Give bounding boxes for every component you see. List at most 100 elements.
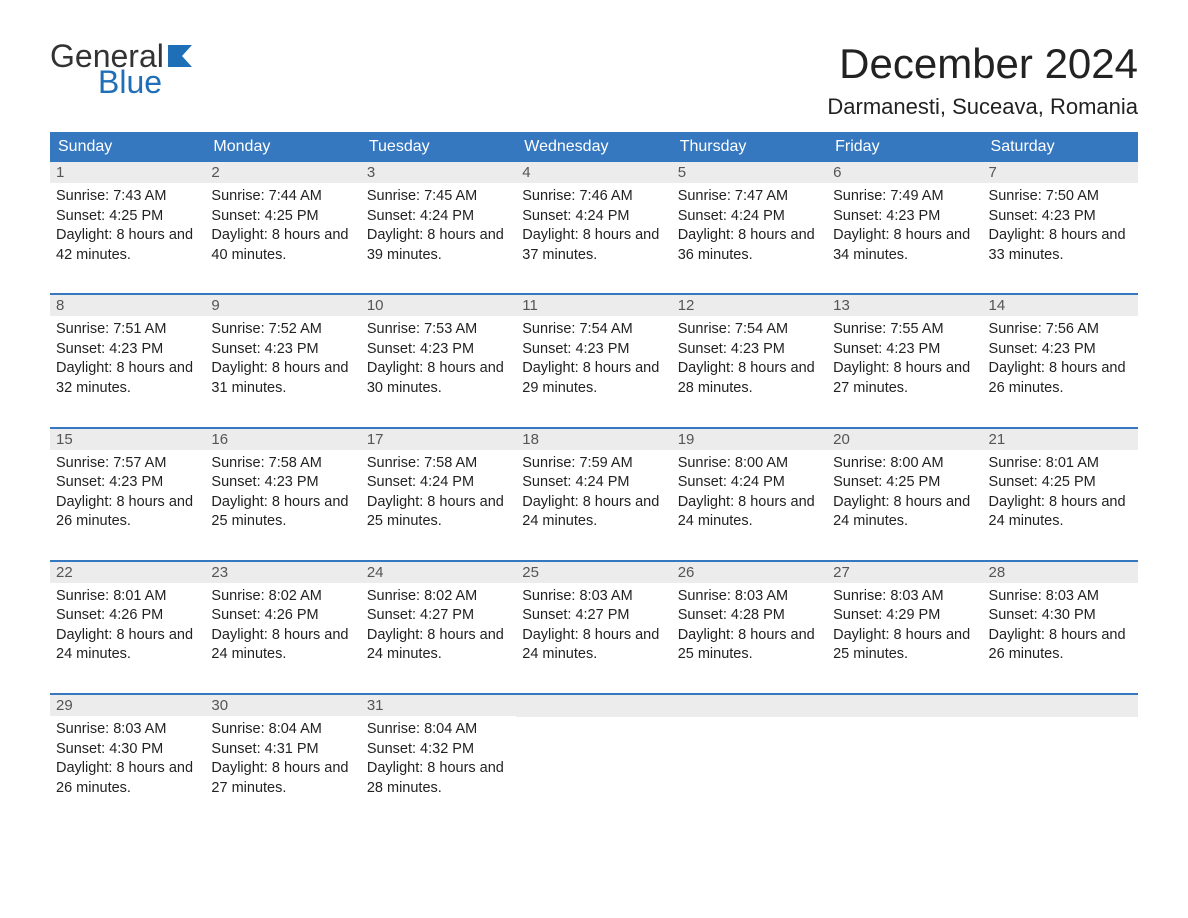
sunset-line: Sunset: 4:24 PM	[522, 473, 665, 493]
daylight-line: Daylight: 8 hours and 29 minutes.	[522, 359, 665, 398]
sunset-line: Sunset: 4:24 PM	[522, 207, 665, 227]
daylight-line: Daylight: 8 hours and 27 minutes.	[211, 759, 354, 798]
day-content: Sunrise: 8:03 AMSunset: 4:30 PMDaylight:…	[50, 716, 205, 806]
weekday-header: Saturday	[983, 132, 1138, 162]
weekday-header: Sunday	[50, 132, 205, 162]
day-number: 11	[516, 295, 671, 316]
sunset-line: Sunset: 4:32 PM	[367, 740, 510, 760]
day-number: 9	[205, 295, 360, 316]
sunset-line: Sunset: 4:25 PM	[989, 473, 1132, 493]
page-title: December 2024	[827, 40, 1138, 88]
day-cell: 11Sunrise: 7:54 AMSunset: 4:23 PMDayligh…	[516, 295, 671, 406]
day-cell: 18Sunrise: 7:59 AMSunset: 4:24 PMDayligh…	[516, 429, 671, 540]
day-cell: 22Sunrise: 8:01 AMSunset: 4:26 PMDayligh…	[50, 562, 205, 673]
day-cell: 27Sunrise: 8:03 AMSunset: 4:29 PMDayligh…	[827, 562, 982, 673]
day-number: 3	[361, 162, 516, 183]
sunset-line: Sunset: 4:27 PM	[522, 606, 665, 626]
daylight-line: Daylight: 8 hours and 25 minutes.	[833, 626, 976, 665]
day-cell: 15Sunrise: 7:57 AMSunset: 4:23 PMDayligh…	[50, 429, 205, 540]
day-cell: 3Sunrise: 7:45 AMSunset: 4:24 PMDaylight…	[361, 162, 516, 273]
day-cell	[983, 695, 1138, 806]
day-number: 30	[205, 695, 360, 716]
day-content: Sunrise: 8:03 AMSunset: 4:27 PMDaylight:…	[516, 583, 671, 673]
daylight-line: Daylight: 8 hours and 26 minutes.	[56, 759, 199, 798]
sunset-line: Sunset: 4:25 PM	[833, 473, 976, 493]
day-number: 2	[205, 162, 360, 183]
sunset-line: Sunset: 4:27 PM	[367, 606, 510, 626]
day-cell: 19Sunrise: 8:00 AMSunset: 4:24 PMDayligh…	[672, 429, 827, 540]
day-content: Sunrise: 7:44 AMSunset: 4:25 PMDaylight:…	[205, 183, 360, 273]
sunrise-line: Sunrise: 8:02 AM	[211, 587, 354, 607]
weekday-header: Thursday	[672, 132, 827, 162]
sunrise-line: Sunrise: 7:47 AM	[678, 187, 821, 207]
daylight-line: Daylight: 8 hours and 37 minutes.	[522, 226, 665, 265]
sunset-line: Sunset: 4:31 PM	[211, 740, 354, 760]
daylight-line: Daylight: 8 hours and 28 minutes.	[678, 359, 821, 398]
sunset-line: Sunset: 4:23 PM	[56, 340, 199, 360]
day-content: Sunrise: 8:00 AMSunset: 4:25 PMDaylight:…	[827, 450, 982, 540]
sunrise-line: Sunrise: 7:54 AM	[522, 320, 665, 340]
day-number: 25	[516, 562, 671, 583]
day-number: 29	[50, 695, 205, 716]
daylight-line: Daylight: 8 hours and 42 minutes.	[56, 226, 199, 265]
sunrise-line: Sunrise: 7:45 AM	[367, 187, 510, 207]
daylight-line: Daylight: 8 hours and 25 minutes.	[211, 493, 354, 532]
day-content: Sunrise: 8:04 AMSunset: 4:32 PMDaylight:…	[361, 716, 516, 806]
weeks-container: 1Sunrise: 7:43 AMSunset: 4:25 PMDaylight…	[50, 162, 1138, 806]
sunset-line: Sunset: 4:23 PM	[367, 340, 510, 360]
day-number: 7	[983, 162, 1138, 183]
sunrise-line: Sunrise: 8:03 AM	[989, 587, 1132, 607]
day-content: Sunrise: 7:52 AMSunset: 4:23 PMDaylight:…	[205, 316, 360, 406]
daylight-line: Daylight: 8 hours and 34 minutes.	[833, 226, 976, 265]
day-cell: 4Sunrise: 7:46 AMSunset: 4:24 PMDaylight…	[516, 162, 671, 273]
sunset-line: Sunset: 4:23 PM	[211, 473, 354, 493]
sunrise-line: Sunrise: 8:04 AM	[367, 720, 510, 740]
day-number: 6	[827, 162, 982, 183]
daylight-line: Daylight: 8 hours and 24 minutes.	[678, 493, 821, 532]
sunset-line: Sunset: 4:23 PM	[989, 340, 1132, 360]
day-cell: 13Sunrise: 7:55 AMSunset: 4:23 PMDayligh…	[827, 295, 982, 406]
day-content: Sunrise: 7:50 AMSunset: 4:23 PMDaylight:…	[983, 183, 1138, 273]
weekday-header: Wednesday	[516, 132, 671, 162]
day-content: Sunrise: 8:01 AMSunset: 4:25 PMDaylight:…	[983, 450, 1138, 540]
sunrise-line: Sunrise: 8:03 AM	[678, 587, 821, 607]
day-content: Sunrise: 7:49 AMSunset: 4:23 PMDaylight:…	[827, 183, 982, 273]
sunrise-line: Sunrise: 7:53 AM	[367, 320, 510, 340]
day-cell: 10Sunrise: 7:53 AMSunset: 4:23 PMDayligh…	[361, 295, 516, 406]
day-cell: 1Sunrise: 7:43 AMSunset: 4:25 PMDaylight…	[50, 162, 205, 273]
day-cell: 20Sunrise: 8:00 AMSunset: 4:25 PMDayligh…	[827, 429, 982, 540]
day-number: 14	[983, 295, 1138, 316]
day-number: 21	[983, 429, 1138, 450]
daylight-line: Daylight: 8 hours and 24 minutes.	[989, 493, 1132, 532]
logo: General Blue	[50, 40, 204, 98]
daylight-line: Daylight: 8 hours and 26 minutes.	[989, 626, 1132, 665]
day-content: Sunrise: 8:02 AMSunset: 4:27 PMDaylight:…	[361, 583, 516, 673]
week-row: 29Sunrise: 8:03 AMSunset: 4:30 PMDayligh…	[50, 693, 1138, 806]
day-cell: 9Sunrise: 7:52 AMSunset: 4:23 PMDaylight…	[205, 295, 360, 406]
day-cell	[516, 695, 671, 806]
daylight-line: Daylight: 8 hours and 24 minutes.	[522, 493, 665, 532]
sunset-line: Sunset: 4:24 PM	[678, 473, 821, 493]
day-number: 26	[672, 562, 827, 583]
day-number: 10	[361, 295, 516, 316]
day-content: Sunrise: 8:03 AMSunset: 4:30 PMDaylight:…	[983, 583, 1138, 673]
day-content: Sunrise: 8:00 AMSunset: 4:24 PMDaylight:…	[672, 450, 827, 540]
day-content: Sunrise: 7:58 AMSunset: 4:23 PMDaylight:…	[205, 450, 360, 540]
day-number: 13	[827, 295, 982, 316]
day-content: Sunrise: 7:53 AMSunset: 4:23 PMDaylight:…	[361, 316, 516, 406]
sunset-line: Sunset: 4:23 PM	[833, 207, 976, 227]
sunset-line: Sunset: 4:29 PM	[833, 606, 976, 626]
day-cell: 28Sunrise: 8:03 AMSunset: 4:30 PMDayligh…	[983, 562, 1138, 673]
day-cell: 29Sunrise: 8:03 AMSunset: 4:30 PMDayligh…	[50, 695, 205, 806]
day-cell: 2Sunrise: 7:44 AMSunset: 4:25 PMDaylight…	[205, 162, 360, 273]
header: General Blue December 2024 Darmanesti, S…	[50, 40, 1138, 120]
daylight-line: Daylight: 8 hours and 26 minutes.	[989, 359, 1132, 398]
sunset-line: Sunset: 4:23 PM	[989, 207, 1132, 227]
day-cell: 31Sunrise: 8:04 AMSunset: 4:32 PMDayligh…	[361, 695, 516, 806]
daylight-line: Daylight: 8 hours and 24 minutes.	[367, 626, 510, 665]
sunrise-line: Sunrise: 8:03 AM	[522, 587, 665, 607]
day-cell: 12Sunrise: 7:54 AMSunset: 4:23 PMDayligh…	[672, 295, 827, 406]
day-content: Sunrise: 8:04 AMSunset: 4:31 PMDaylight:…	[205, 716, 360, 806]
day-cell: 14Sunrise: 7:56 AMSunset: 4:23 PMDayligh…	[983, 295, 1138, 406]
sunset-line: Sunset: 4:25 PM	[211, 207, 354, 227]
